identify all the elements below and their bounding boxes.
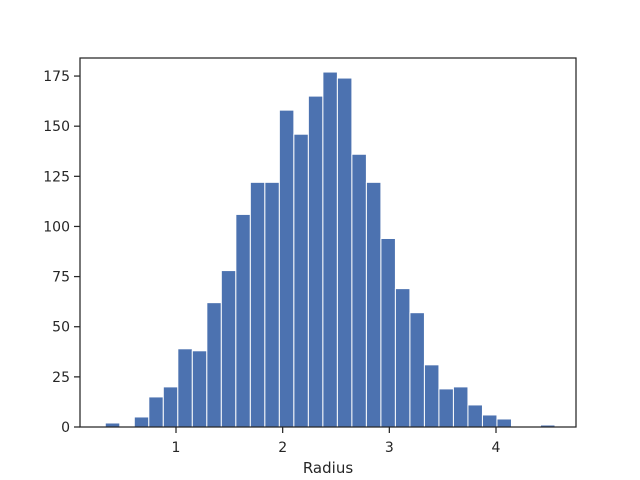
- histogram-bar-26: [481, 414, 498, 428]
- x-tick-label: 2: [278, 440, 287, 456]
- histogram-bar-18: [365, 181, 382, 428]
- y-tick-label: 150: [43, 119, 70, 135]
- histogram-bar-17: [351, 153, 367, 428]
- histogram-bar-8: [220, 270, 237, 428]
- y-axis-ticks: 0 25 50 75 100 125 150 175: [43, 69, 80, 436]
- histogram-bar-5: [177, 348, 193, 428]
- histogram-bar-11: [264, 181, 280, 428]
- histogram-bar-21: [409, 312, 425, 428]
- histogram-bar-20: [394, 288, 411, 428]
- histogram-bar-10: [249, 181, 266, 428]
- histogram-bar-13: [293, 133, 309, 428]
- histogram-bar-25: [467, 404, 483, 428]
- histogram-bar-14: [307, 95, 324, 428]
- histogram-bar-7: [206, 302, 222, 428]
- histogram-bar-9: [235, 213, 251, 428]
- y-tick-label: 0: [61, 420, 70, 436]
- plot-frame: [79, 57, 577, 428]
- y-tick-label: 25: [52, 370, 70, 386]
- histogram-bar-24: [452, 386, 469, 428]
- histogram-bar-15: [322, 71, 338, 428]
- x-axis-label: Radius: [303, 459, 353, 477]
- histogram-bar-4: [162, 386, 179, 428]
- x-tick-label: 1: [172, 440, 181, 456]
- bars-group: [104, 71, 556, 428]
- y-tick-label: 175: [43, 69, 70, 85]
- y-tick-label: 75: [52, 270, 70, 286]
- histogram-bar-2: [133, 416, 150, 428]
- y-tick-label: 100: [43, 219, 70, 235]
- y-tick-label: 50: [52, 320, 70, 336]
- x-tick-label: 3: [385, 440, 394, 456]
- histogram-bar-23: [438, 388, 454, 428]
- histogram-bar-22: [423, 364, 440, 428]
- x-tick-label: 4: [492, 440, 501, 456]
- histogram-bar-27: [496, 418, 512, 428]
- histogram-bar-16: [336, 77, 353, 428]
- histogram-bar-19: [380, 237, 396, 428]
- x-axis-ticks: 1 2 3 4: [172, 427, 501, 456]
- y-tick-label: 125: [43, 169, 70, 185]
- histogram-bar-6: [191, 350, 208, 428]
- histogram-bar-12: [278, 109, 295, 428]
- histogram-bar-3: [148, 396, 164, 428]
